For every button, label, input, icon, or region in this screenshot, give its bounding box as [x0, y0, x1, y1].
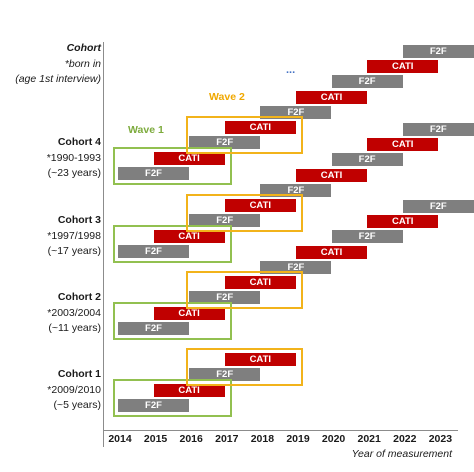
- cati-wave-bar: CATI: [367, 214, 439, 228]
- legend-born-line: *born in: [64, 57, 101, 70]
- cohort-age: (~17 years): [47, 245, 101, 257]
- cohort-age: (~23 years): [47, 167, 101, 179]
- y-axis-line: [103, 42, 104, 447]
- f2f-wave-bar: F2F: [402, 122, 474, 136]
- x-tick-label: 2022: [393, 433, 417, 445]
- x-axis-line: [103, 430, 458, 431]
- cohort-born: *1997/1998: [47, 229, 101, 242]
- legend-label: Cohort *born in (age 1st interview): [15, 41, 101, 88]
- x-tick-label: 2020: [321, 433, 346, 445]
- cohort-name: Cohort 1: [57, 368, 101, 380]
- f2f-wave-bar: F2F: [260, 183, 332, 197]
- cati-wave-bar: CATI: [224, 121, 296, 135]
- x-tick-label: 2014: [108, 433, 132, 445]
- cati-wave-bar: CATI: [153, 151, 225, 165]
- cati-wave-bar: CATI: [224, 199, 296, 213]
- wave-1-box: [113, 146, 232, 185]
- f2f-wave-bar: F2F: [331, 153, 403, 167]
- cati-wave-bar: CATI: [296, 90, 367, 104]
- cati-wave-bar: CATI: [224, 353, 296, 367]
- f2f-wave-bar: F2F: [331, 75, 403, 89]
- wave-2-box: [186, 194, 303, 233]
- cohort-name: Cohort 3: [57, 214, 101, 226]
- cohort-born: *2003/2004: [47, 306, 101, 319]
- cohort-born: *1990-1993: [46, 151, 101, 164]
- x-axis-title: Year of measurement: [351, 448, 452, 460]
- cohort-age: (~11 years): [48, 322, 101, 334]
- x-tick-label: 2023: [428, 433, 453, 445]
- continuation-ellipsis: ...: [286, 64, 296, 76]
- f2f-wave-bar: F2F: [402, 44, 474, 58]
- f2f-wave-bar: F2F: [118, 167, 189, 180]
- cati-wave-bar: CATI: [367, 137, 439, 151]
- cohort-2-label: Cohort 2 *2003/2004 (~11 years): [47, 290, 101, 337]
- cati-wave-bar: CATI: [296, 168, 367, 182]
- wave-1-box: [113, 378, 232, 417]
- cohort-name: Cohort 4: [57, 136, 101, 148]
- f2f-wave-bar: F2F: [118, 245, 189, 258]
- cati-wave-bar: CATI: [153, 306, 225, 320]
- x-tick-label: 2015: [143, 433, 168, 445]
- f2f-wave-bar: F2F: [260, 106, 332, 119]
- cohort-born: *2009/2010: [47, 383, 101, 396]
- wave-2-box: [186, 116, 303, 155]
- f2f-wave-bar: F2F: [260, 260, 332, 274]
- x-tick-label: 2018: [250, 433, 275, 445]
- cati-wave-bar: CATI: [153, 383, 225, 397]
- cohort-name: Cohort 2: [57, 291, 101, 303]
- cati-wave-bar: CATI: [224, 276, 296, 290]
- cohort-1-label: Cohort 1 *2009/2010 (~5 years): [47, 367, 101, 414]
- wave-1-box: [113, 224, 232, 263]
- cati-wave-bar: CATI: [296, 245, 367, 259]
- f2f-wave-bar: F2F: [331, 230, 403, 244]
- f2f-wave-bar: F2F: [189, 136, 261, 150]
- wave-2-box: [186, 271, 303, 310]
- x-tick-label: 2016: [179, 433, 203, 445]
- f2f-wave-bar: F2F: [402, 199, 474, 213]
- f2f-wave-bar: F2F: [189, 291, 261, 305]
- wave-2-box: [186, 348, 303, 387]
- wave-1-box: [113, 301, 232, 340]
- cohort-3-label: Cohort 3 *1997/1998 (~17 years): [47, 213, 101, 260]
- wave-2-label: Wave 2: [209, 91, 245, 103]
- wave-1-label: Wave 1: [128, 124, 164, 136]
- f2f-wave-bar: F2F: [189, 368, 261, 382]
- x-tick-label: 2017: [215, 433, 239, 445]
- cohort-4-label: Cohort 4 *1990-1993 (~23 years): [47, 135, 101, 182]
- f2f-wave-bar: F2F: [118, 399, 189, 412]
- f2f-wave-bar: F2F: [189, 214, 261, 228]
- f2f-wave-bar: F2F: [118, 322, 189, 335]
- x-tick-label: 2019: [286, 433, 310, 445]
- x-tick-label: 2021: [357, 433, 381, 445]
- cohort-age: (~5 years): [53, 399, 101, 411]
- legend-age-line: (age 1st interview): [15, 73, 101, 85]
- cati-wave-bar: CATI: [367, 60, 439, 74]
- legend-title: Cohort: [66, 42, 101, 54]
- cati-wave-bar: CATI: [153, 229, 225, 243]
